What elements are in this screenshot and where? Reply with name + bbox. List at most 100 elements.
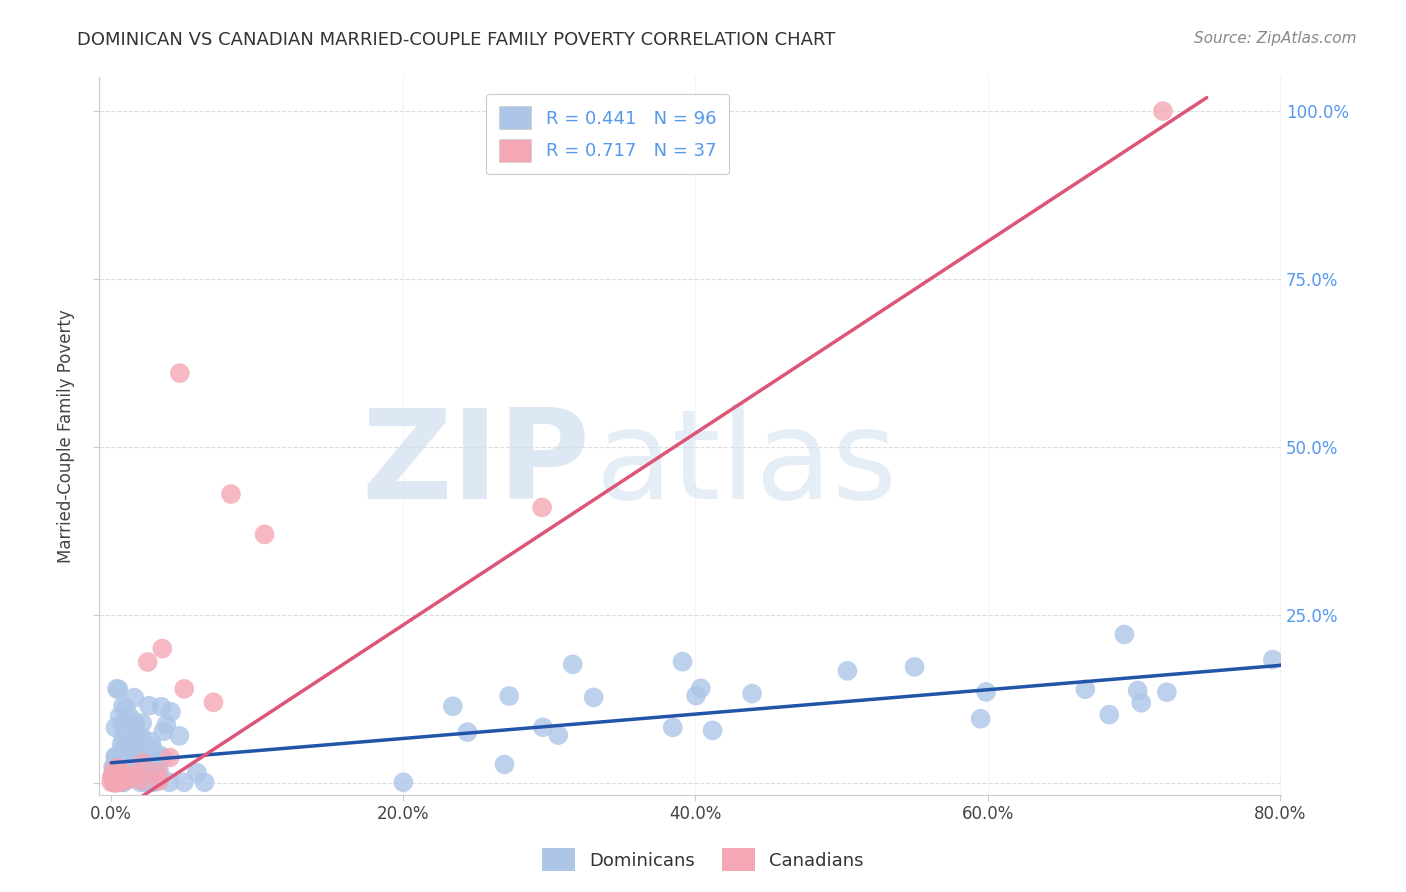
Point (103, 770, 125, 784)
Point (124, 715, 146, 730)
Point (702, 723, 724, 738)
Point (561, 657, 583, 672)
Point (159, 750, 181, 764)
Text: ZIP: ZIP (361, 404, 589, 525)
Point (193, 775, 215, 789)
Text: DOMINICAN VS CANADIAN MARRIED-COUPLE FAMILY POVERTY CORRELATION CHART: DOMINICAN VS CANADIAN MARRIED-COUPLE FAM… (77, 31, 835, 49)
Point (155, 717, 177, 731)
Point (135, 750, 157, 764)
Point (108, 757, 131, 772)
Point (125, 767, 148, 781)
Point (671, 655, 693, 669)
Point (441, 699, 464, 714)
Point (661, 720, 683, 734)
Legend: Dominicans, Canadians: Dominicans, Canadians (536, 841, 870, 879)
Point (104, 775, 127, 789)
Point (145, 760, 167, 774)
Point (152, 751, 174, 765)
Point (103, 776, 125, 790)
Point (131, 735, 153, 749)
Point (173, 775, 195, 789)
Point (547, 728, 569, 742)
Point (1152, 103, 1174, 118)
Point (111, 716, 134, 731)
Point (139, 775, 162, 789)
Point (107, 768, 129, 782)
Point (125, 748, 148, 763)
Point (146, 765, 169, 780)
Point (169, 366, 191, 380)
Point (136, 655, 159, 669)
Point (103, 775, 125, 789)
Point (107, 682, 129, 697)
Point (105, 763, 128, 777)
Point (969, 712, 991, 726)
Point (122, 768, 145, 782)
Point (112, 731, 135, 745)
Point (104, 749, 127, 764)
Point (685, 689, 707, 703)
Point (112, 768, 135, 782)
Point (1098, 707, 1121, 722)
Point (150, 641, 173, 656)
Text: atlas: atlas (596, 404, 898, 525)
Point (115, 771, 138, 785)
Point (127, 768, 149, 782)
Point (456, 725, 478, 739)
Point (152, 724, 174, 739)
Point (173, 681, 195, 696)
Point (974, 685, 997, 699)
Point (115, 701, 138, 715)
Point (202, 695, 225, 709)
Point (111, 737, 134, 751)
Point (138, 698, 160, 713)
Point (143, 775, 166, 789)
Point (159, 775, 181, 789)
Point (108, 774, 131, 789)
Point (741, 687, 763, 701)
Point (103, 769, 125, 783)
Point (112, 767, 135, 781)
Point (837, 664, 859, 678)
Point (107, 760, 129, 774)
Point (148, 773, 170, 788)
Point (112, 716, 135, 731)
Point (105, 771, 128, 785)
Point (392, 775, 415, 789)
Point (689, 681, 711, 696)
Point (531, 500, 554, 515)
Point (115, 772, 138, 786)
Point (135, 775, 157, 789)
Point (253, 527, 276, 541)
Point (103, 769, 125, 783)
Point (139, 735, 162, 749)
Point (125, 764, 148, 778)
Point (148, 764, 170, 779)
Point (118, 772, 141, 787)
Point (105, 775, 128, 789)
Point (108, 709, 131, 723)
Point (111, 775, 134, 789)
Point (531, 720, 554, 734)
Point (169, 729, 191, 743)
Point (120, 710, 142, 724)
Point (129, 775, 152, 789)
Point (186, 765, 208, 780)
Point (118, 728, 141, 742)
Point (112, 775, 135, 789)
Text: Source: ZipAtlas.com: Source: ZipAtlas.com (1194, 31, 1357, 46)
Point (100, 770, 122, 784)
Point (104, 750, 127, 764)
Point (103, 762, 125, 776)
Point (107, 775, 129, 789)
Point (110, 775, 132, 789)
Point (108, 775, 131, 789)
Point (136, 759, 159, 773)
Point (149, 748, 172, 763)
Point (1126, 683, 1149, 698)
Y-axis label: Married-Couple Family Poverty: Married-Couple Family Poverty (58, 310, 75, 563)
Point (498, 689, 520, 703)
Point (160, 705, 183, 719)
Point (582, 690, 605, 705)
Point (105, 681, 128, 696)
